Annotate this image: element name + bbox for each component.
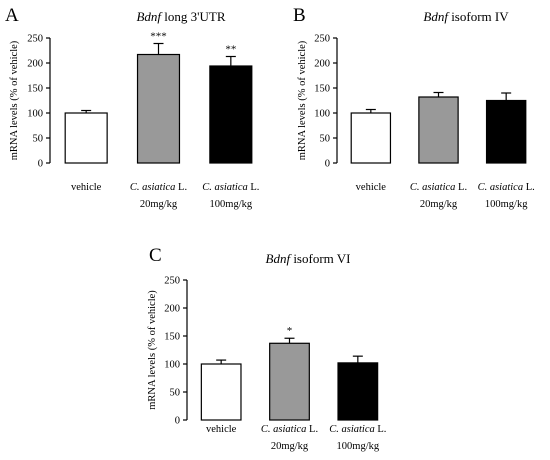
chart-panel-c: C Bdnf isoform VI 0 50 100 150 200 250 mRNA leve… <box>147 245 386 452</box>
bar-1 <box>136 53 181 164</box>
category-label-line2: 20mg/kg <box>420 199 458 210</box>
y-tick-label: 250 <box>27 34 43 45</box>
bar-2 <box>485 99 527 164</box>
bar-2 <box>337 362 379 421</box>
y-tick-label: 200 <box>164 304 180 315</box>
y-tick-label: 0 <box>38 159 43 170</box>
chart-title: Bdnf isoform IV <box>423 9 509 24</box>
category-label: C. asiatica L. <box>130 182 187 193</box>
y-tick-label: 150 <box>27 84 43 95</box>
bar-1 <box>418 96 459 164</box>
y-tick-label: 250 <box>164 276 180 287</box>
panel-letter: B <box>293 5 306 26</box>
chart-panel-b: B Bdnf isoform IV 0 50 100 150 200 250 mRNA leve… <box>293 5 535 210</box>
significance-label: *** <box>150 31 167 43</box>
bar-0 <box>64 112 108 164</box>
category-label: vehicle <box>71 182 102 193</box>
category-label-line2: 100mg/kg <box>485 199 528 210</box>
y-tick-label: 50 <box>320 134 331 145</box>
bar-0 <box>200 363 242 421</box>
y-tick-label: 100 <box>164 360 180 371</box>
y-tick-label: 100 <box>314 109 330 120</box>
category-label: C. asiatica L. <box>261 424 318 435</box>
significance-label: ** <box>225 44 236 56</box>
chart-title: Bdnf isoform VI <box>266 251 351 266</box>
y-axis-label: mRNA levels (% of vehicle) <box>9 40 20 160</box>
chart-title: Bdnf long 3'UTR <box>136 9 225 24</box>
category-label-line2: 20mg/kg <box>140 199 178 210</box>
category-label-line2: 100mg/kg <box>337 441 380 452</box>
y-tick-label: 150 <box>314 84 330 95</box>
category-label: C. asiatica L. <box>478 182 535 193</box>
chart-panel-a: A Bdnf long 3'UTR 0 50 100 150 200 250 mRNA leve… <box>5 5 259 210</box>
category-label: vehicle <box>206 424 237 435</box>
y-tick-label: 200 <box>27 59 43 70</box>
significance-label: * <box>287 325 293 337</box>
bar-1 <box>269 342 310 421</box>
panel-letter: C <box>149 245 162 266</box>
y-axis-label: mRNA levels (% of vehicle) <box>297 40 308 160</box>
bar-0 <box>350 112 392 164</box>
category-label: C. asiatica L. <box>329 424 386 435</box>
y-tick-label: 150 <box>164 332 180 343</box>
y-tick-label: 200 <box>314 59 330 70</box>
category-label: vehicle <box>356 182 387 193</box>
bar-2 <box>209 65 253 164</box>
y-axis-label: mRNA levels (% of vehicle) <box>147 290 158 410</box>
panel-letter: A <box>5 5 19 26</box>
category-label-line2: 20mg/kg <box>271 441 309 452</box>
category-label-line2: 100mg/kg <box>210 199 253 210</box>
y-tick-label: 0 <box>325 159 330 170</box>
y-tick-label: 100 <box>27 109 43 120</box>
y-tick-label: 50 <box>33 134 44 145</box>
y-tick-label: 50 <box>170 388 181 399</box>
y-tick-label: 250 <box>314 34 330 45</box>
category-label: C. asiatica L. <box>202 182 259 193</box>
category-label: C. asiatica L. <box>410 182 467 193</box>
y-tick-label: 0 <box>175 416 180 427</box>
